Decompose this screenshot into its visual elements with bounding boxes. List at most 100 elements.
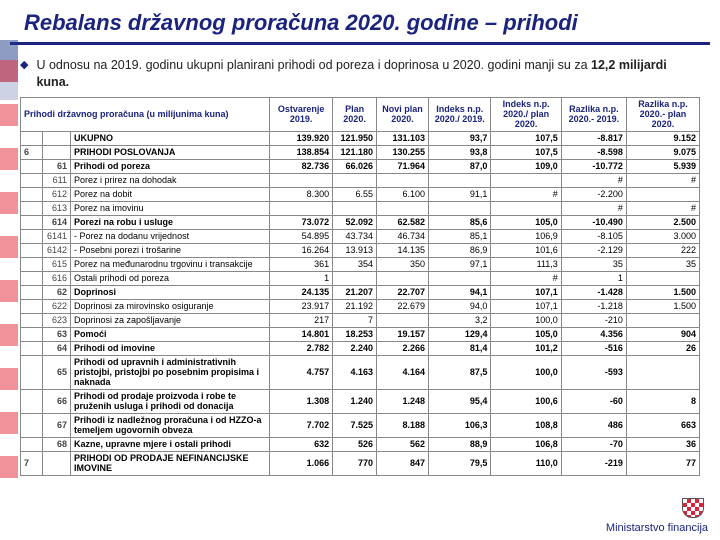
table-row: 612Porez na dobit8.3006.556.10091,1#-2.2… xyxy=(21,187,700,201)
cell: 623 xyxy=(43,313,71,327)
cell: 100,6 xyxy=(491,389,561,413)
cell: 486 xyxy=(561,413,626,437)
cell: 16.264 xyxy=(270,243,333,257)
cell: 13.913 xyxy=(333,243,377,257)
cell: Prihodi iz nadležnog proračuna i od HZZO… xyxy=(71,413,270,437)
col-header-name: Prihodi državnog proračuna (u milijunima… xyxy=(21,97,270,131)
cell: 526 xyxy=(333,437,377,451)
cell: 85,6 xyxy=(429,215,491,229)
col-header-razlika1: Razlika n.p. 2020.- 2019. xyxy=(561,97,626,131)
cell: 79,5 xyxy=(429,451,491,475)
cell: 4.757 xyxy=(270,355,333,389)
cell: Doprinosi xyxy=(71,285,270,299)
cell: 2.240 xyxy=(333,341,377,355)
table-row: 611Porez i prirez na dohodak## xyxy=(21,173,700,187)
cell: 95,4 xyxy=(429,389,491,413)
cell: 1.240 xyxy=(333,389,377,413)
cell: 100,0 xyxy=(491,355,561,389)
cell: 121.180 xyxy=(333,145,377,159)
cell: # xyxy=(561,201,626,215)
table-row: 7PRIHODI OD PRODAJE NEFINANCIJSKE IMOVIN… xyxy=(21,451,700,475)
cell: # xyxy=(626,201,699,215)
table-row: 61Prihodi od poreza82.73666.02671.96487,… xyxy=(21,159,700,173)
cell: 6.100 xyxy=(377,187,429,201)
cell xyxy=(333,173,377,187)
cell xyxy=(21,257,43,271)
cell xyxy=(21,271,43,285)
cell: Prihodi od upravnih i administrativnih p… xyxy=(71,355,270,389)
cell: 5.939 xyxy=(626,159,699,173)
table-row: 616Ostali prihodi od poreza1#1 xyxy=(21,271,700,285)
cell: 4.163 xyxy=(333,355,377,389)
cell: 7.525 xyxy=(333,413,377,437)
cell xyxy=(626,271,699,285)
cell xyxy=(21,327,43,341)
cell: 847 xyxy=(377,451,429,475)
cell xyxy=(377,313,429,327)
cell: 6141 xyxy=(43,229,71,243)
cell xyxy=(21,437,43,451)
cell: -2.129 xyxy=(561,243,626,257)
cell: 105,0 xyxy=(491,215,561,229)
cell: Porez na imovinu xyxy=(71,201,270,215)
cell: 97,1 xyxy=(429,257,491,271)
cell: 18.253 xyxy=(333,327,377,341)
coat-of-arms-icon xyxy=(682,498,708,520)
cell: UKUPNO xyxy=(71,131,270,145)
cell: Prihodi od imovine xyxy=(71,341,270,355)
cell: Porez i prirez na dohodak xyxy=(71,173,270,187)
cell: 19.157 xyxy=(377,327,429,341)
cell: 121.950 xyxy=(333,131,377,145)
cell xyxy=(626,355,699,389)
table-row: 623Doprinosi za zapošljavanje21773,2100,… xyxy=(21,313,700,327)
cell: 87,5 xyxy=(429,355,491,389)
cell xyxy=(377,271,429,285)
cell: 138.854 xyxy=(270,145,333,159)
cell xyxy=(626,313,699,327)
cell: 73.072 xyxy=(270,215,333,229)
table-row: 64Prihodi od imovine2.7822.2402.26681,41… xyxy=(21,341,700,355)
cell: -516 xyxy=(561,341,626,355)
cell: 68 xyxy=(43,437,71,451)
cell xyxy=(21,229,43,243)
cell: 62 xyxy=(43,285,71,299)
cell: 26 xyxy=(626,341,699,355)
cell: 65 xyxy=(43,355,71,389)
cell: 93,8 xyxy=(429,145,491,159)
cell: 67 xyxy=(43,413,71,437)
cell: 82.736 xyxy=(270,159,333,173)
cell: 1.066 xyxy=(270,451,333,475)
table-row: 68Kazne, upravne mjere i ostali prihodi6… xyxy=(21,437,700,451)
cell: 8 xyxy=(626,389,699,413)
cell xyxy=(21,131,43,145)
cell: Porez na međunarodnu trgovinu i transakc… xyxy=(71,257,270,271)
cell: 105,0 xyxy=(491,327,561,341)
cell xyxy=(43,131,71,145)
cell xyxy=(43,451,71,475)
cell: 52.092 xyxy=(333,215,377,229)
cell: -1.218 xyxy=(561,299,626,313)
cell: Doprinosi za zapošljavanje xyxy=(71,313,270,327)
cell: 622 xyxy=(43,299,71,313)
cell: -10.490 xyxy=(561,215,626,229)
cell: 1 xyxy=(270,271,333,285)
cell: 94,1 xyxy=(429,285,491,299)
cell: 43.734 xyxy=(333,229,377,243)
cell: 613 xyxy=(43,201,71,215)
cell xyxy=(626,187,699,201)
cell: 2.266 xyxy=(377,341,429,355)
cell xyxy=(377,201,429,215)
cell: 7.702 xyxy=(270,413,333,437)
col-header-noviplan: Novi plan 2020. xyxy=(377,97,429,131)
cell: 130.255 xyxy=(377,145,429,159)
table-row: 63Pomoći14.80118.25319.157129,4105,04.35… xyxy=(21,327,700,341)
cell: 21.207 xyxy=(333,285,377,299)
cell: -8.105 xyxy=(561,229,626,243)
cell: 24.135 xyxy=(270,285,333,299)
bullet-content: U odnosu na 2019. godinu ukupni planiran… xyxy=(36,57,696,91)
cell: # xyxy=(491,271,561,285)
cell: 22.707 xyxy=(377,285,429,299)
cell xyxy=(270,173,333,187)
cell: -1.428 xyxy=(561,285,626,299)
page-title: Rebalans državnog proračuna 2020. godine… xyxy=(10,0,710,45)
